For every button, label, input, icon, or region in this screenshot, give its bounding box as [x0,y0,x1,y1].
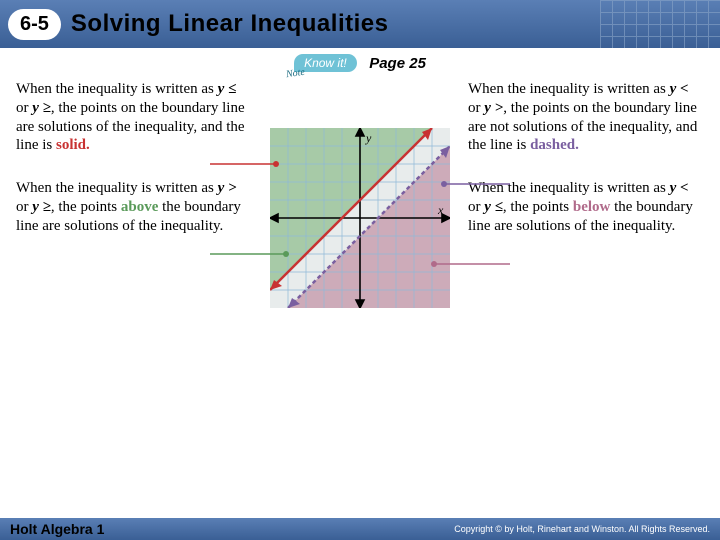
page-label: Page 25 [369,55,426,72]
ineq: y ≥ [32,100,51,116]
text: , the points on the boundary line are so… [16,100,245,154]
ineq: y ≤ [218,81,237,97]
footer-book-title: Holt Algebra 1 [10,521,104,537]
chart-wrap: y x [270,128,450,308]
footer-copyright: Copyright © by Holt, Rinehart and Winsto… [454,524,710,534]
text: or [468,199,484,215]
ineq: y < [670,81,689,97]
text: , the points [503,199,573,215]
text: , the points on the boundary line are no… [468,100,697,154]
box-top-left: When the inequality is written as y ≤ or… [16,80,252,155]
x-axis-label: x [437,203,444,217]
text: When the inequality is written as [468,180,670,196]
keyword-dashed: dashed. [530,137,579,153]
left-column: When the inequality is written as y ≤ or… [16,80,252,308]
section-number: 6-5 [8,9,61,40]
inequality-chart: y x [270,128,450,308]
note-row: Know it! Page 25 [16,54,704,72]
content-area: Know it! Page 25 When the inequality is … [0,48,720,518]
text: When the inequality is written as [468,81,670,97]
text: When the inequality is written as [16,81,218,97]
box-bottom-left: When the inequality is written as y > or… [16,179,252,235]
know-it-badge: Know it! [294,54,357,72]
box-top-right: When the inequality is written as y < or… [468,80,704,155]
keyword-solid: solid. [56,137,90,153]
keyword-above: above [121,199,159,215]
ineq: y < [670,180,689,196]
header-grid-decor [600,0,720,48]
text: , the points [51,199,121,215]
ineq: y ≤ [484,199,503,215]
right-column: When the inequality is written as y < or… [468,80,704,308]
text: When the inequality is written as [16,180,218,196]
main-row: When the inequality is written as y ≤ or… [16,80,704,308]
ineq: y > [484,100,503,116]
keyword-below: below [573,199,611,215]
footer-bar: Holt Algebra 1 Copyright © by Holt, Rine… [0,518,720,540]
ineq: y ≥ [32,199,51,215]
ineq: y > [218,180,237,196]
text: or [468,100,484,116]
chart-column: y x [260,80,460,308]
header-bar: 6-5 Solving Linear Inequalities [0,0,720,48]
y-axis-label: y [365,131,372,145]
text: or [16,100,32,116]
header-title: Solving Linear Inequalities [71,10,389,38]
box-bottom-right: When the inequality is written as y < or… [468,179,704,235]
text: or [16,199,32,215]
